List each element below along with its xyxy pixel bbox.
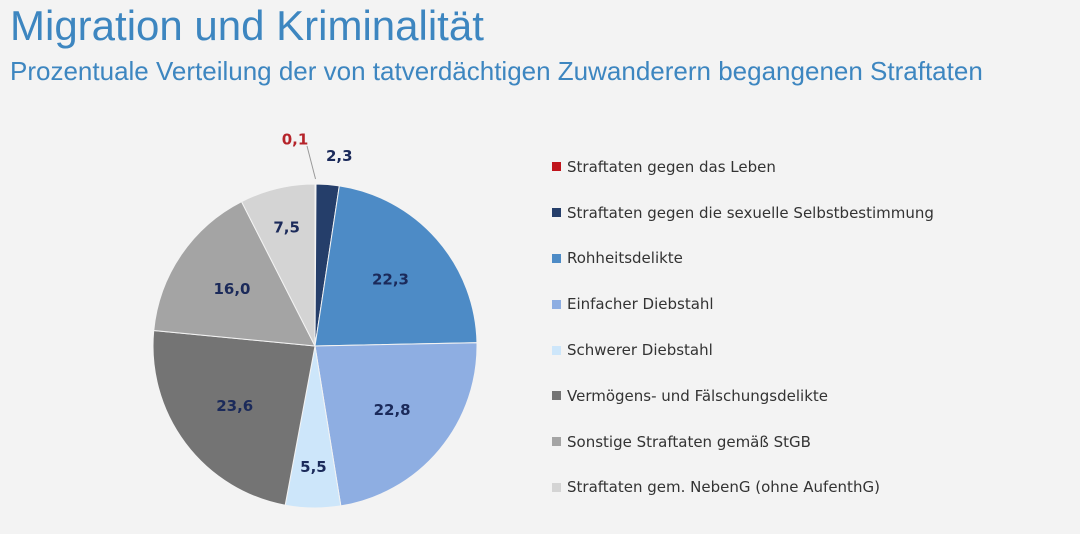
legend-swatch [552,208,561,218]
data-label-3: 22,8 [374,401,411,419]
legend-item-2: Rohheitsdelikte [552,236,934,282]
pie-slice-7 [240,183,316,347]
legend-label: Schwerer Diebstahl [567,341,713,360]
legend: Straftaten gegen das Leben Straftaten geg… [552,144,934,510]
chart-title: Migration und Kriminalität [10,2,484,49]
legend-swatch [552,299,561,309]
leader-line-0 [306,145,317,180]
legend-item-5: Vermögens- und Fälschungsdelikte [552,373,934,419]
legend-swatch [552,482,561,492]
data-label-4: 5,5 [300,458,327,476]
legend-item-7: Straftaten gem. NebenG (ohne AufenthG) [552,465,934,511]
legend-swatch [552,437,561,447]
chart-subtitle: Prozentuale Verteilung der von tatverdäc… [10,56,983,86]
legend-label: Straftaten gegen das Leben [567,157,776,176]
data-label-0: 0,1 [282,131,309,149]
pie-slice-3 [314,342,478,507]
pie-slice-2 [314,185,478,347]
legend-swatch [552,253,561,263]
legend-item-4: Schwerer Diebstahl [552,327,934,373]
pie-slice-5 [152,329,316,506]
data-label-1: 2,3 [326,147,353,165]
data-label-6: 16,0 [213,280,250,298]
legend-item-1: Straftaten gegen die sexuelle Selbstbest… [552,190,934,236]
legend-label: Vermögens- und Fälschungsdelikte [567,386,828,405]
legend-item-3: Einfacher Diebstahl [552,281,934,327]
legend-label: Straftaten gem. NebenG (ohne AufenthG) [567,478,880,497]
legend-swatch [552,391,561,401]
legend-label: Sonstige Straftaten gemäß StGB [567,432,811,451]
pie-slice-6 [153,200,316,347]
data-label-5: 23,6 [216,397,253,415]
legend-swatch [552,162,561,172]
legend-item-0: Straftaten gegen das Leben [552,144,934,190]
legend-item-6: Sonstige Straftaten gemäß StGB [552,419,934,465]
data-label-7: 7,5 [273,218,300,236]
legend-swatch [552,345,561,355]
legend-label: Einfacher Diebstahl [567,295,714,314]
legend-label: Rohheitsdelikte [567,249,683,268]
data-label-2: 22,3 [372,270,409,288]
legend-label: Straftaten gegen die sexuelle Selbstbest… [567,203,934,222]
